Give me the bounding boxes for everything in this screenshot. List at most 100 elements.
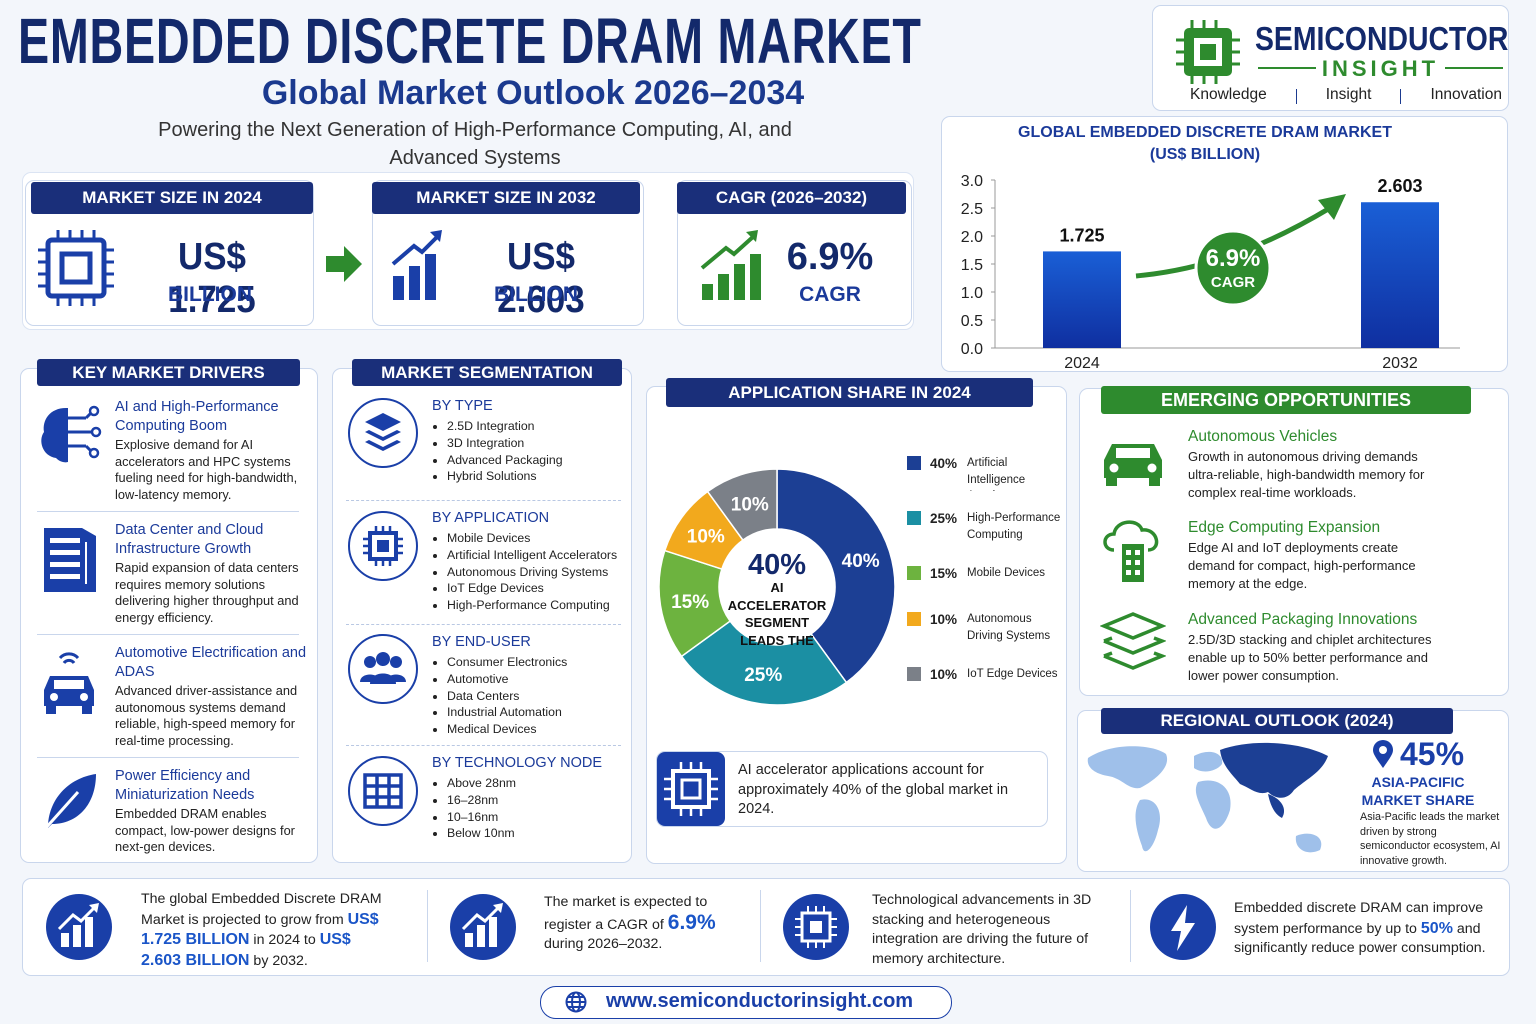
chip-icon [38, 230, 114, 306]
opportunity-heading: Advanced Packaging Innovations [1188, 611, 1418, 628]
server-icon [44, 528, 96, 592]
summary-highlight: 6.9% [667, 910, 716, 934]
segment-item: Autonomous Driving Systems [447, 564, 627, 581]
logo-sub: INSIGHT [1321, 56, 1440, 81]
growth-icon [700, 230, 761, 300]
world-map [1087, 742, 1328, 853]
footer-url[interactable]: www.semiconductorinsight.com [606, 990, 914, 1012]
separator [37, 511, 299, 512]
chart-title: GLOBAL EMBEDDED DISCRETE DRAM MARKET [1018, 124, 1392, 141]
segment-item: Hybrid Solutions [447, 468, 627, 485]
summary-part: The market is expected to register a CAG… [544, 894, 708, 933]
segment-item: Data Centers [447, 688, 627, 705]
driver: AI and High-Performance Computing Boom Ex… [115, 398, 310, 503]
separator [346, 624, 621, 625]
region-text: Asia-Pacific leads the market driven by … [1360, 811, 1501, 867]
kpi-label: MARKET SIZE IN 2032 [372, 182, 640, 214]
segment-list: Mobile DevicesArtificial Intelligent Acc… [432, 530, 627, 614]
opportunity-text: 2.5D/3D stacking and chiplet architectur… [1188, 632, 1432, 683]
driver-text: Explosive demand for AI accelerators and… [115, 437, 298, 502]
opportunity: Advanced Packaging Innovations 2.5D/3D st… [1188, 610, 1448, 685]
opportunity-heading: Autonomous Vehicles [1188, 428, 1338, 445]
summary-text: Embedded discrete DRAM can improve syste… [1234, 899, 1494, 959]
summary-highlight: US$ 2.603 BILLION [141, 931, 351, 969]
people-icon [348, 634, 418, 704]
separator [37, 757, 299, 758]
divider [427, 890, 428, 962]
motto: Innovation [1430, 86, 1502, 103]
segment-group: BY END-USER Consumer ElectronicsAutomotiv… [432, 634, 627, 738]
segment-item: 3D Integration [447, 435, 627, 452]
section-title: EMERGING OPPORTUNITIES [1101, 386, 1471, 414]
summary-text: The global Embedded Discrete DRAM Market… [141, 890, 391, 971]
pin-icon [1373, 740, 1393, 768]
logo-name: SEMICONDUCTOR [1255, 20, 1509, 57]
summary-part: during 2026–2032. [544, 936, 663, 952]
driver: Power Efficiency and Miniaturization Nee… [115, 767, 310, 856]
note-icon [657, 752, 725, 826]
logo-icon [1176, 20, 1240, 84]
summary-part: and significantly reduce power consumpti… [1234, 920, 1486, 957]
footer-pill [540, 986, 952, 1019]
logo-motto: Knowledge Insight Innovation [1190, 86, 1502, 104]
summary-part: The global Embedded Discrete DRAM Market… [141, 891, 382, 928]
region-share: 45% [1400, 736, 1465, 772]
summary-panel [22, 878, 1510, 976]
motto: Insight [1325, 86, 1372, 103]
chip-circle-icon [348, 511, 418, 581]
summary-icon [450, 894, 516, 960]
arrow [326, 246, 362, 282]
driver-text: Embedded DRAM enables compact, low-power… [115, 806, 295, 854]
region-name: ASIA-PACIFIC MARKET SHARE [1361, 774, 1475, 808]
summary-icon [1150, 894, 1216, 960]
summary-part: in 2024 to [249, 932, 320, 948]
kpi-value: 6.9% [786, 236, 874, 278]
brain-icon [41, 405, 102, 463]
car-icon [1104, 444, 1162, 486]
kpi-label: CAGR (2026–2032) [677, 182, 906, 214]
segment-item: Automotive [447, 671, 627, 688]
segment-heading: BY TYPE [432, 398, 493, 414]
separator [346, 745, 621, 746]
segment-item: 2.5D Integration [447, 418, 627, 435]
driver-heading: Data Center and Cloud Infrastructure Gro… [115, 522, 264, 557]
tagline: Powering the Next Generation of High-Per… [158, 119, 792, 169]
segment-list: 2.5D Integration3D IntegrationAdvanced P… [432, 418, 627, 485]
segment-group: BY TYPE 2.5D Integration3D IntegrationAdv… [432, 398, 627, 485]
kpi-label: MARKET SIZE IN 2024 [31, 182, 313, 214]
subtitle: Global Market Outlook 2026–2034 [261, 74, 805, 112]
opportunity-text: Edge AI and IoT deployments create deman… [1188, 540, 1416, 591]
segment-heading: BY APPLICATION [432, 510, 550, 526]
growth-icon [391, 230, 442, 300]
summary-text: The market is expected to register a CAG… [544, 893, 744, 955]
driver: Automotive Electrification and ADAS Advan… [115, 644, 310, 749]
segment-item: Below 10nm [447, 825, 627, 842]
driver-text: Advanced driver-assistance and autonomou… [115, 683, 298, 748]
segment-item: Above 28nm [447, 775, 627, 792]
segment-heading: BY TECHNOLOGY NODE [432, 755, 603, 771]
driver-text: Rapid expansion of data centers requires… [115, 560, 299, 625]
segment-group: BY TECHNOLOGY NODE Above 28nm16–28nm10–16… [432, 755, 627, 842]
driver: Data Center and Cloud Infrastructure Gro… [115, 521, 310, 626]
chart-subtitle: (US$ BILLION) [1149, 146, 1261, 163]
logo-rule [1258, 67, 1316, 69]
section-title: APPLICATION SHARE IN 2024 [666, 378, 1033, 407]
opportunity-heading: Edge Computing Expansion [1188, 519, 1381, 536]
kpi-unit: BILLION [168, 283, 252, 306]
layers-icon [348, 398, 418, 468]
segment-item: High-Performance Computing [447, 597, 627, 614]
divider [1130, 890, 1131, 962]
segment-heading: BY END-USER [432, 634, 531, 650]
title: EMBEDDED DISCRETE DRAM MARKET [18, 5, 922, 77]
segment-list: Consumer ElectronicsAutomotiveData Cente… [432, 654, 627, 738]
summary-icon [783, 894, 849, 960]
kpi-value: US$ 2.603 [497, 236, 585, 321]
divider [760, 890, 761, 962]
opportunity: Edge Computing Expansion Edge AI and IoT … [1188, 518, 1448, 593]
segment-item: Industrial Automation [447, 704, 627, 721]
leaf-icon [42, 774, 96, 832]
segment-item: Medical Devices [447, 721, 627, 738]
car-icon [44, 652, 94, 714]
driver-heading: AI and High-Performance Computing Boom [115, 399, 279, 434]
segment-item: Consumer Electronics [447, 654, 627, 671]
